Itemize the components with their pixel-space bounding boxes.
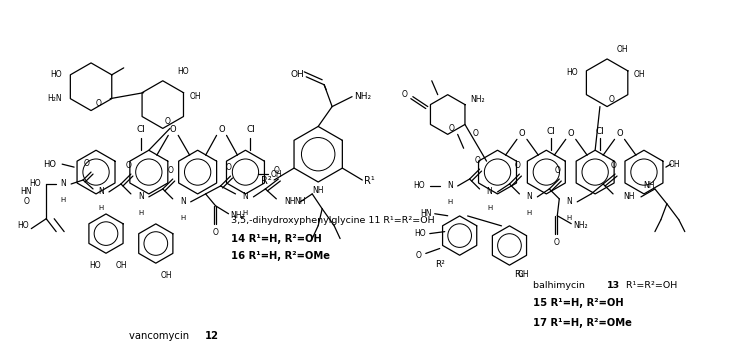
Text: HO: HO xyxy=(29,179,41,189)
Text: NH₂: NH₂ xyxy=(573,221,588,230)
Text: N: N xyxy=(60,179,66,189)
Text: OH: OH xyxy=(517,270,529,279)
Text: R₁: R₁ xyxy=(514,270,524,279)
Text: H₂N: H₂N xyxy=(47,94,62,103)
Text: O: O xyxy=(95,99,101,108)
Text: HO: HO xyxy=(413,182,425,190)
Text: 15 R¹=H, R²=OH: 15 R¹=H, R²=OH xyxy=(534,298,624,308)
Text: N: N xyxy=(447,182,453,190)
Text: O: O xyxy=(168,166,174,175)
Text: OH: OH xyxy=(617,45,628,54)
Text: HO: HO xyxy=(567,68,579,77)
Text: HO: HO xyxy=(18,221,29,230)
Text: R²: R² xyxy=(435,260,444,269)
Text: O: O xyxy=(402,90,408,99)
Text: O: O xyxy=(616,129,623,138)
Text: N: N xyxy=(566,197,572,206)
Text: HO: HO xyxy=(43,160,56,169)
Text: NH₂: NH₂ xyxy=(231,211,245,220)
Text: 14 R¹=H, R²=OH: 14 R¹=H, R²=OH xyxy=(231,234,321,244)
Text: O: O xyxy=(519,129,525,138)
Text: OH: OH xyxy=(290,70,304,79)
Text: 16 R¹=H, R²=OMe: 16 R¹=H, R²=OMe xyxy=(231,252,329,261)
Text: H: H xyxy=(98,205,104,211)
Text: O: O xyxy=(553,238,559,246)
Text: 3,5,-dihydroxyphenylglycine 11 R¹=R²=OH: 3,5,-dihydroxyphenylglycine 11 R¹=R²=OH xyxy=(231,216,434,225)
Text: H: H xyxy=(180,215,185,221)
Text: OH: OH xyxy=(116,261,128,270)
Text: R¹=R²=OH: R¹=R²=OH xyxy=(623,281,677,290)
Text: N: N xyxy=(180,197,186,206)
Text: OH: OH xyxy=(669,160,680,169)
Text: Cl: Cl xyxy=(547,127,556,136)
Text: O: O xyxy=(554,166,560,175)
Text: O: O xyxy=(213,228,218,237)
Text: Cl: Cl xyxy=(136,125,145,134)
Text: HO: HO xyxy=(414,229,426,238)
Text: R²: R² xyxy=(262,176,272,186)
Text: vancomycin: vancomycin xyxy=(129,331,192,341)
Text: balhimycin: balhimycin xyxy=(534,281,588,290)
Text: 13: 13 xyxy=(607,281,621,290)
Text: NH₂: NH₂ xyxy=(354,92,371,101)
Text: N: N xyxy=(242,193,248,201)
Text: H: H xyxy=(60,197,66,203)
Text: R¹: R¹ xyxy=(364,176,375,186)
Text: H: H xyxy=(567,215,572,221)
Text: HO: HO xyxy=(89,261,101,270)
Text: OH: OH xyxy=(189,92,201,101)
Text: 17 R¹=H, R²=OMe: 17 R¹=H, R²=OMe xyxy=(534,318,632,328)
Text: H: H xyxy=(139,210,144,216)
Text: NH: NH xyxy=(284,197,296,206)
Text: O: O xyxy=(170,125,177,134)
Text: H: H xyxy=(242,210,248,216)
Text: NH: NH xyxy=(623,193,635,201)
Text: NH: NH xyxy=(295,197,306,206)
Text: O: O xyxy=(416,251,422,260)
Text: O: O xyxy=(218,125,225,134)
Text: 12: 12 xyxy=(205,331,219,341)
Text: H: H xyxy=(447,199,453,205)
Text: NH: NH xyxy=(312,186,324,195)
Text: N: N xyxy=(138,193,144,201)
Text: H: H xyxy=(487,205,492,211)
Text: O: O xyxy=(273,166,279,175)
Text: HN: HN xyxy=(20,187,31,197)
Text: HO: HO xyxy=(177,67,189,76)
Text: OH: OH xyxy=(161,271,172,280)
Text: HN: HN xyxy=(420,209,432,218)
Text: O: O xyxy=(126,161,132,170)
Text: O: O xyxy=(567,129,574,138)
Text: N: N xyxy=(526,193,532,201)
Text: NH₂: NH₂ xyxy=(471,95,485,104)
Text: O: O xyxy=(609,95,615,104)
Text: NH: NH xyxy=(643,182,654,190)
Text: H: H xyxy=(527,210,532,216)
Text: Cl: Cl xyxy=(595,127,604,136)
Text: N: N xyxy=(98,187,104,197)
Text: N: N xyxy=(486,187,492,197)
Text: O: O xyxy=(83,159,89,168)
Text: O: O xyxy=(164,117,170,126)
Text: O: O xyxy=(24,197,29,206)
Text: O: O xyxy=(514,161,520,170)
Text: O: O xyxy=(473,130,479,138)
Text: Cl: Cl xyxy=(246,125,255,134)
Text: O: O xyxy=(610,161,616,170)
Text: O: O xyxy=(226,163,231,172)
Text: O: O xyxy=(475,156,481,165)
Text: O: O xyxy=(449,124,455,133)
Text: HO: HO xyxy=(51,70,62,79)
Text: OH: OH xyxy=(270,170,282,179)
Text: OH: OH xyxy=(634,70,646,79)
